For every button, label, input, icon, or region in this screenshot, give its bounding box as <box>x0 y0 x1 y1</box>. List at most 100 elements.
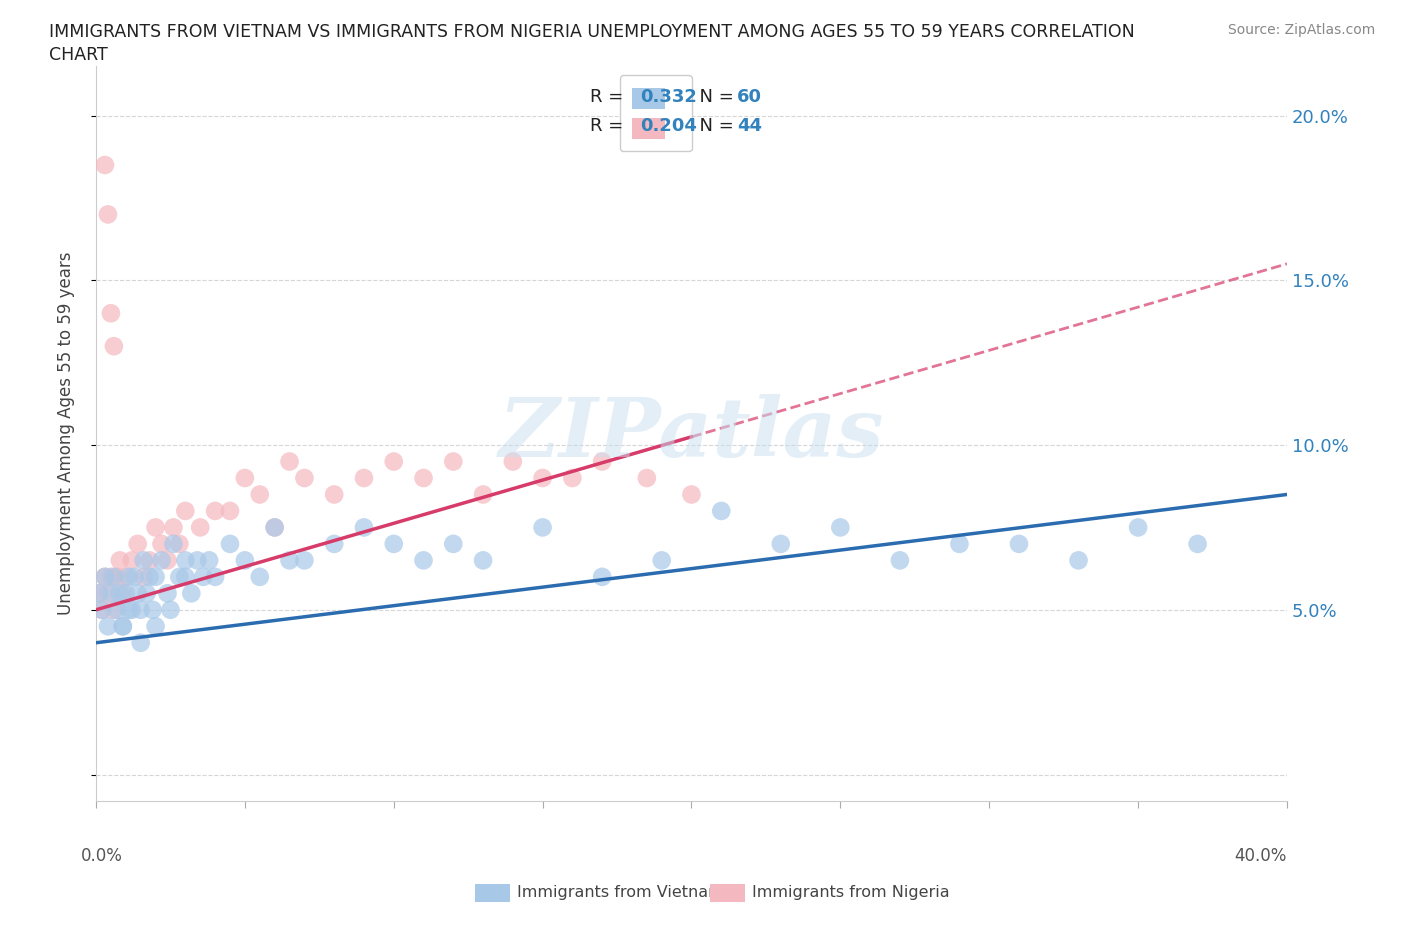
Point <box>121 553 143 568</box>
Point <box>188 520 211 535</box>
Point <box>198 553 221 568</box>
Point <box>118 603 141 618</box>
Text: R =: R = <box>591 88 630 106</box>
Text: N =: N = <box>688 117 740 136</box>
Text: N =: N = <box>688 88 740 106</box>
Point <box>94 157 117 172</box>
Point <box>948 537 970 551</box>
Point <box>323 537 346 551</box>
Point <box>174 503 197 518</box>
Point <box>138 553 160 568</box>
Point <box>111 618 134 633</box>
Point <box>531 520 554 535</box>
Point <box>100 569 122 584</box>
Point <box>87 586 110 601</box>
Point <box>111 586 134 601</box>
Point <box>129 603 152 618</box>
Point <box>150 553 173 568</box>
Point <box>204 569 226 584</box>
Point <box>94 569 117 584</box>
Point <box>142 603 165 618</box>
Point <box>150 537 173 551</box>
Point <box>114 569 136 584</box>
Text: 60: 60 <box>737 88 762 106</box>
Point <box>138 569 160 584</box>
Point <box>103 569 125 584</box>
Point <box>382 537 405 551</box>
Point <box>156 586 179 601</box>
Point <box>132 569 155 584</box>
Point <box>710 503 733 518</box>
Point <box>441 537 464 551</box>
Point <box>294 471 316 485</box>
Point <box>651 553 673 568</box>
Y-axis label: Unemployment Among Ages 55 to 59 years: Unemployment Among Ages 55 to 59 years <box>58 252 75 616</box>
Point <box>502 454 524 469</box>
Point <box>159 603 181 618</box>
Point <box>105 603 128 618</box>
Legend: , : , <box>620 75 692 152</box>
Point <box>591 454 613 469</box>
Text: ZIPatlas: ZIPatlas <box>499 393 884 473</box>
Point <box>278 553 301 568</box>
Text: CHART: CHART <box>49 46 108 64</box>
Point <box>156 553 179 568</box>
Point <box>412 471 434 485</box>
Point <box>145 569 167 584</box>
Point <box>441 454 464 469</box>
Point <box>219 537 242 551</box>
Point <box>472 553 495 568</box>
Text: 44: 44 <box>737 117 762 136</box>
Point <box>204 503 226 518</box>
Point <box>531 471 554 485</box>
Text: Immigrants from Nigeria: Immigrants from Nigeria <box>752 885 950 900</box>
Point <box>97 586 120 601</box>
Point <box>636 471 658 485</box>
Point <box>294 553 316 568</box>
Point <box>121 603 143 618</box>
Point <box>127 586 149 601</box>
Point <box>108 586 131 601</box>
Point <box>129 635 152 650</box>
Point <box>87 586 110 601</box>
Point <box>97 207 120 222</box>
Text: Source: ZipAtlas.com: Source: ZipAtlas.com <box>1227 23 1375 37</box>
Point <box>382 454 405 469</box>
Point <box>135 586 157 601</box>
Point <box>353 471 375 485</box>
Text: R =: R = <box>591 117 630 136</box>
Point <box>169 569 191 584</box>
Point <box>193 569 215 584</box>
Point <box>94 569 117 584</box>
Point <box>278 454 301 469</box>
Point <box>97 618 120 633</box>
Text: Immigrants from Vietnam: Immigrants from Vietnam <box>517 885 724 900</box>
Point <box>472 487 495 502</box>
Text: 0.204: 0.204 <box>640 117 697 136</box>
Point <box>233 553 256 568</box>
Point <box>681 487 703 502</box>
Point <box>830 520 852 535</box>
Point <box>180 586 202 601</box>
Point <box>1187 537 1209 551</box>
Point <box>118 569 141 584</box>
Point <box>174 569 197 584</box>
Point <box>233 471 256 485</box>
Text: 0.332: 0.332 <box>640 88 697 106</box>
Point <box>100 306 122 321</box>
Point <box>174 553 197 568</box>
Point <box>105 569 128 584</box>
Point <box>111 618 134 633</box>
Point <box>145 520 167 535</box>
Point <box>103 339 125 353</box>
Point <box>91 603 114 618</box>
Point <box>219 503 242 518</box>
Point <box>103 603 125 618</box>
Point <box>323 487 346 502</box>
Point <box>162 537 184 551</box>
Point <box>412 553 434 568</box>
Point <box>263 520 285 535</box>
Point <box>114 586 136 601</box>
Point <box>169 537 191 551</box>
Point <box>769 537 792 551</box>
